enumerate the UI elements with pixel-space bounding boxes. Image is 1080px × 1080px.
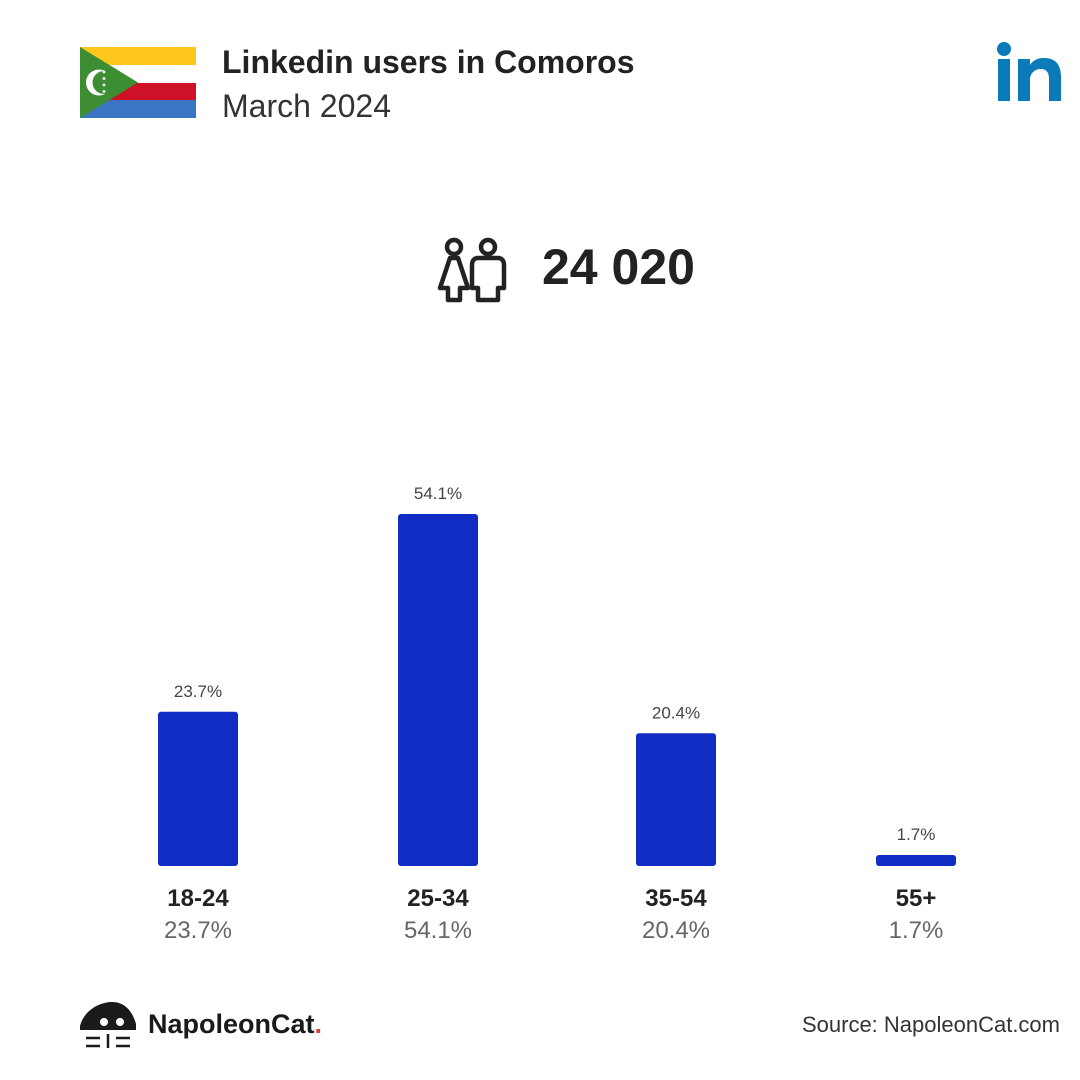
page-subtitle: March 2024 — [222, 88, 391, 124]
bar-value-label: 23.7% — [174, 682, 222, 701]
bar-35-54 — [636, 733, 716, 866]
total-users-value: 24 020 — [542, 239, 695, 295]
comoros-flag — [80, 47, 196, 118]
bar-18-24 — [158, 711, 238, 866]
bar-value-label: 1.7% — [897, 825, 936, 844]
bar-value-label: 20.4% — [652, 703, 700, 722]
category-percent-label: 1.7% — [889, 917, 944, 944]
napoleoncat-logo — [80, 1002, 136, 1048]
linkedin-logo — [997, 42, 1061, 101]
brand-dot: . — [314, 1009, 323, 1039]
category-label: 55+ — [896, 885, 937, 912]
category-percent-label: 20.4% — [642, 917, 710, 944]
category-percent-label: 23.7% — [164, 917, 232, 944]
bar-25-34 — [398, 514, 478, 866]
bar-value-label: 54.1% — [414, 484, 462, 503]
brand-name-text: NapoleonCat — [148, 1009, 315, 1039]
bar-55+ — [876, 854, 956, 866]
category-label: 25-34 — [407, 885, 469, 912]
source-text: Source: NapoleonCat.com — [801, 1012, 1060, 1037]
category-label: 35-54 — [645, 885, 707, 912]
users-icon — [437, 237, 507, 303]
brand-name: NapoleonCat. — [148, 1009, 322, 1040]
page-title: Linkedin users in Comoros — [222, 44, 635, 80]
category-label: 18-24 — [167, 885, 229, 912]
category-percent-label: 54.1% — [404, 917, 472, 944]
